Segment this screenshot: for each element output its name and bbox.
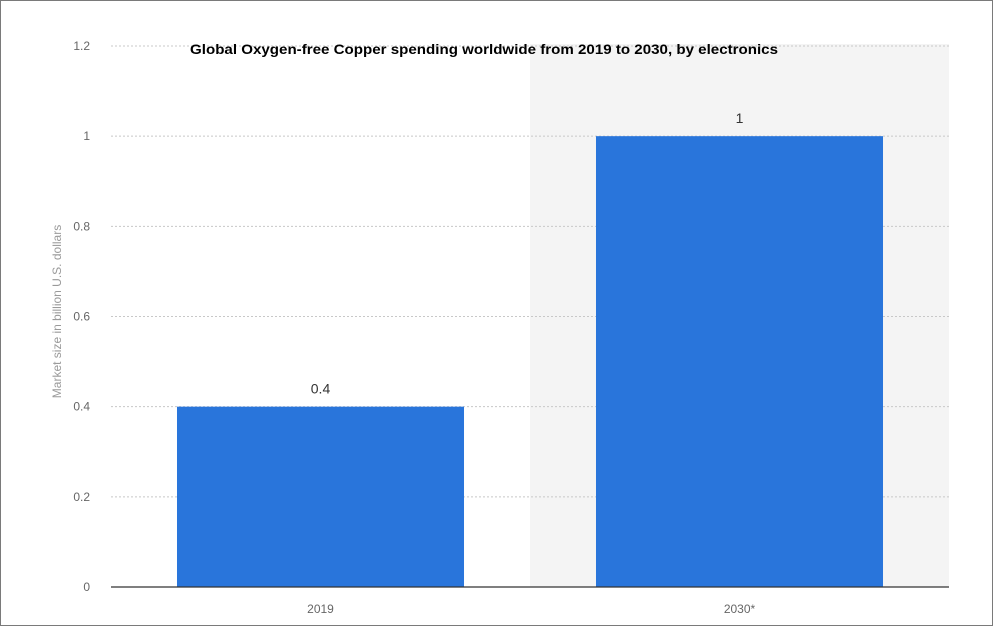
bars [176, 136, 884, 587]
data-labels: 0.41 [311, 110, 744, 397]
data-label: 1 [736, 110, 744, 126]
bar [595, 136, 884, 587]
y-tick-label: 1 [83, 129, 90, 143]
chart-title: Global Oxygen-free Copper spending world… [190, 42, 778, 57]
y-axis-label: Market size in billion U.S. dollars [50, 225, 64, 398]
data-label: 0.4 [311, 381, 331, 397]
y-axis-ticks: 0 0.2 0.4 0.6 0.8 1 1.2 [73, 39, 90, 594]
y-tick-label: 0.6 [73, 310, 90, 324]
x-axis-ticks: 2019 2030* [307, 602, 755, 616]
x-tick-label: 2019 [307, 602, 334, 616]
y-tick-label: 0 [83, 580, 90, 594]
y-tick-label: 1.2 [73, 39, 90, 53]
y-tick-label: 0.2 [73, 490, 90, 504]
y-tick-label: 0.8 [73, 219, 90, 233]
bar [176, 406, 465, 587]
y-tick-label: 0.4 [73, 400, 90, 414]
x-tick-label: 2030* [724, 602, 756, 616]
